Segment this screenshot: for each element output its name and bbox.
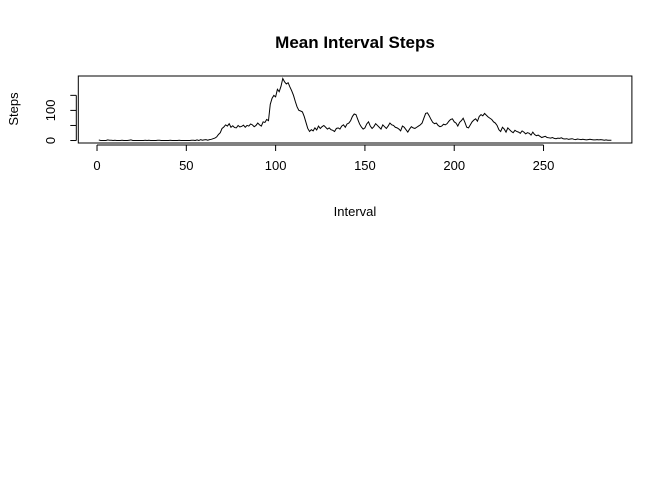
chart-title: Mean Interval Steps	[275, 33, 435, 52]
y-tick-label: 100	[43, 100, 58, 122]
x-tick-label: 100	[265, 158, 287, 173]
x-tick-label: 0	[93, 158, 100, 173]
x-tick-label: 50	[179, 158, 193, 173]
x-tick-label: 150	[354, 158, 376, 173]
plot-frame	[77, 75, 633, 144]
y-tick-label: 0	[43, 137, 58, 144]
line	[98, 77, 612, 142]
x-tick-label: 250	[533, 158, 555, 173]
x-axis-label: Interval	[334, 204, 377, 219]
x-tick-label: 200	[443, 158, 465, 173]
y-axis-label: Steps	[6, 92, 21, 126]
